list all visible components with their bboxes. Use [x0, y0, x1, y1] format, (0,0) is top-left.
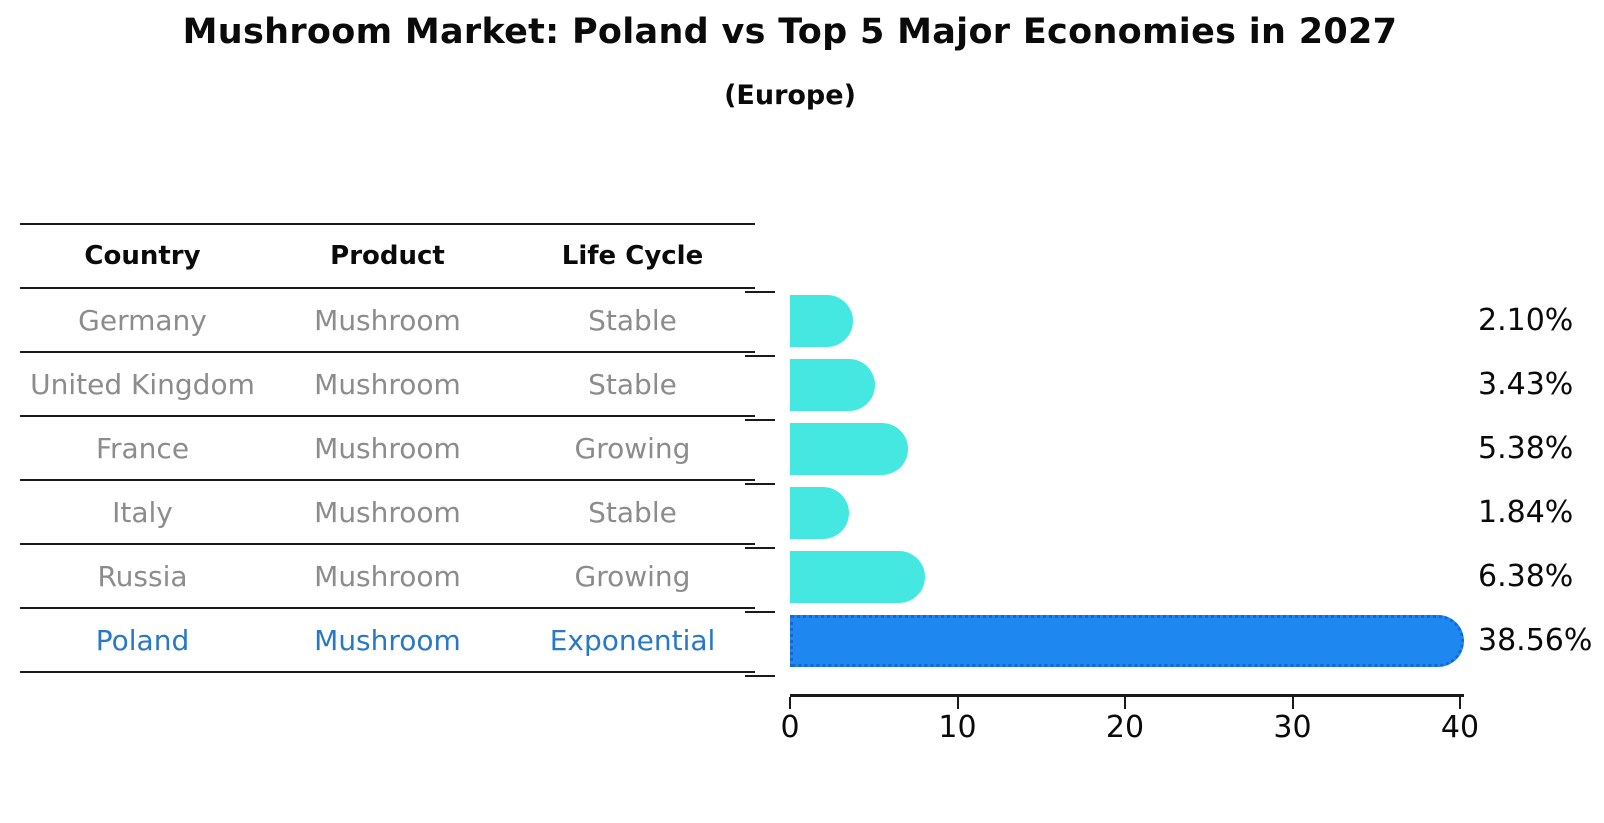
bar-chart: 0 10 20 30 40 2.10% 3.43% 5.38% 1.84% 6.38% 38.56… [745, 289, 1602, 809]
y-axis-tick [745, 419, 775, 421]
y-axis-tick [745, 547, 775, 549]
x-axis-label-0: 0 [780, 710, 800, 745]
country-cell: Italy [112, 495, 173, 529]
product-cell: Mushroom [314, 495, 461, 529]
life-cycle-cell: Exponential [549, 623, 716, 657]
life-cycle-cell: Stable [588, 495, 677, 529]
product-cell: Mushroom [314, 623, 461, 657]
y-axis-tick [745, 355, 775, 357]
value-label-germany: 2.10% [1478, 303, 1574, 338]
table-header-product: Product [330, 241, 445, 271]
bar-united-kingdom [790, 359, 876, 411]
x-axis-label-10: 10 [938, 710, 977, 745]
product-cell: Mushroom [314, 367, 461, 401]
table-row-poland: Poland Mushroom Exponential [20, 609, 755, 673]
y-axis-tick [745, 291, 775, 293]
country-table: Country Product Life Cycle Germany Mushroom… [20, 223, 755, 673]
bar-germany [790, 295, 854, 347]
chart-title: Mushroom Market: Poland vs Top 5 Major E… [182, 12, 1398, 52]
y-axis-tick [745, 675, 775, 677]
x-axis-tick-10 [956, 697, 959, 709]
x-axis-tick-40 [1459, 697, 1461, 709]
bar-poland [790, 615, 1464, 667]
value-label-france: 5.38% [1478, 431, 1574, 466]
table-row-russia: Russia Mushroom Growing [20, 545, 755, 609]
y-axis-tick [745, 611, 775, 613]
country-cell: Germany [78, 303, 207, 337]
table-row-france: France Mushroom Growing [20, 417, 755, 481]
life-cycle-cell: Stable [588, 367, 677, 401]
product-cell: Mushroom [314, 303, 461, 337]
x-axis-label-40: 40 [1440, 710, 1480, 745]
x-axis-label-20: 20 [1105, 710, 1145, 745]
country-cell: France [95, 431, 190, 465]
life-cycle-cell: Growing [574, 431, 691, 465]
country-cell: Poland [95, 623, 190, 657]
table-row-germany: Germany Mushroom Stable [20, 289, 755, 353]
table-row-italy: Italy Mushroom Stable [20, 481, 755, 545]
life-cycle-cell: Growing [574, 559, 691, 593]
value-label-russia: 6.38% [1478, 559, 1574, 594]
table-header-life-cycle: Life Cycle [561, 241, 704, 271]
x-axis-label-30: 30 [1273, 710, 1312, 745]
y-axis-tick [745, 483, 775, 485]
bar-russia [790, 551, 925, 603]
value-label-poland: 38.56% [1478, 623, 1593, 658]
bar-italy [790, 487, 849, 539]
table-body: Germany Mushroom Stable United Kingdom Mushr… [20, 289, 755, 673]
table-row-united-kingdom: United Kingdom Mushroom Stable [20, 353, 755, 417]
product-cell: Mushroom [314, 431, 461, 465]
x-axis-tick-0 [789, 697, 791, 709]
x-axis-tick-30 [1291, 697, 1294, 709]
chart-subtitle: (Europe) [724, 80, 856, 111]
country-cell: United Kingdom [30, 367, 255, 401]
x-axis-tick-20 [1124, 697, 1126, 709]
value-label-united-kingdom: 3.43% [1478, 367, 1574, 402]
country-cell: Russia [97, 559, 188, 593]
product-cell: Mushroom [314, 559, 461, 593]
table-header-row: Country Product Life Cycle [20, 223, 755, 289]
table-header-country: Country [84, 241, 201, 271]
value-label-italy: 1.84% [1478, 495, 1574, 530]
life-cycle-cell: Stable [588, 303, 677, 337]
x-axis-line [790, 694, 1464, 697]
bar-france [790, 423, 909, 475]
